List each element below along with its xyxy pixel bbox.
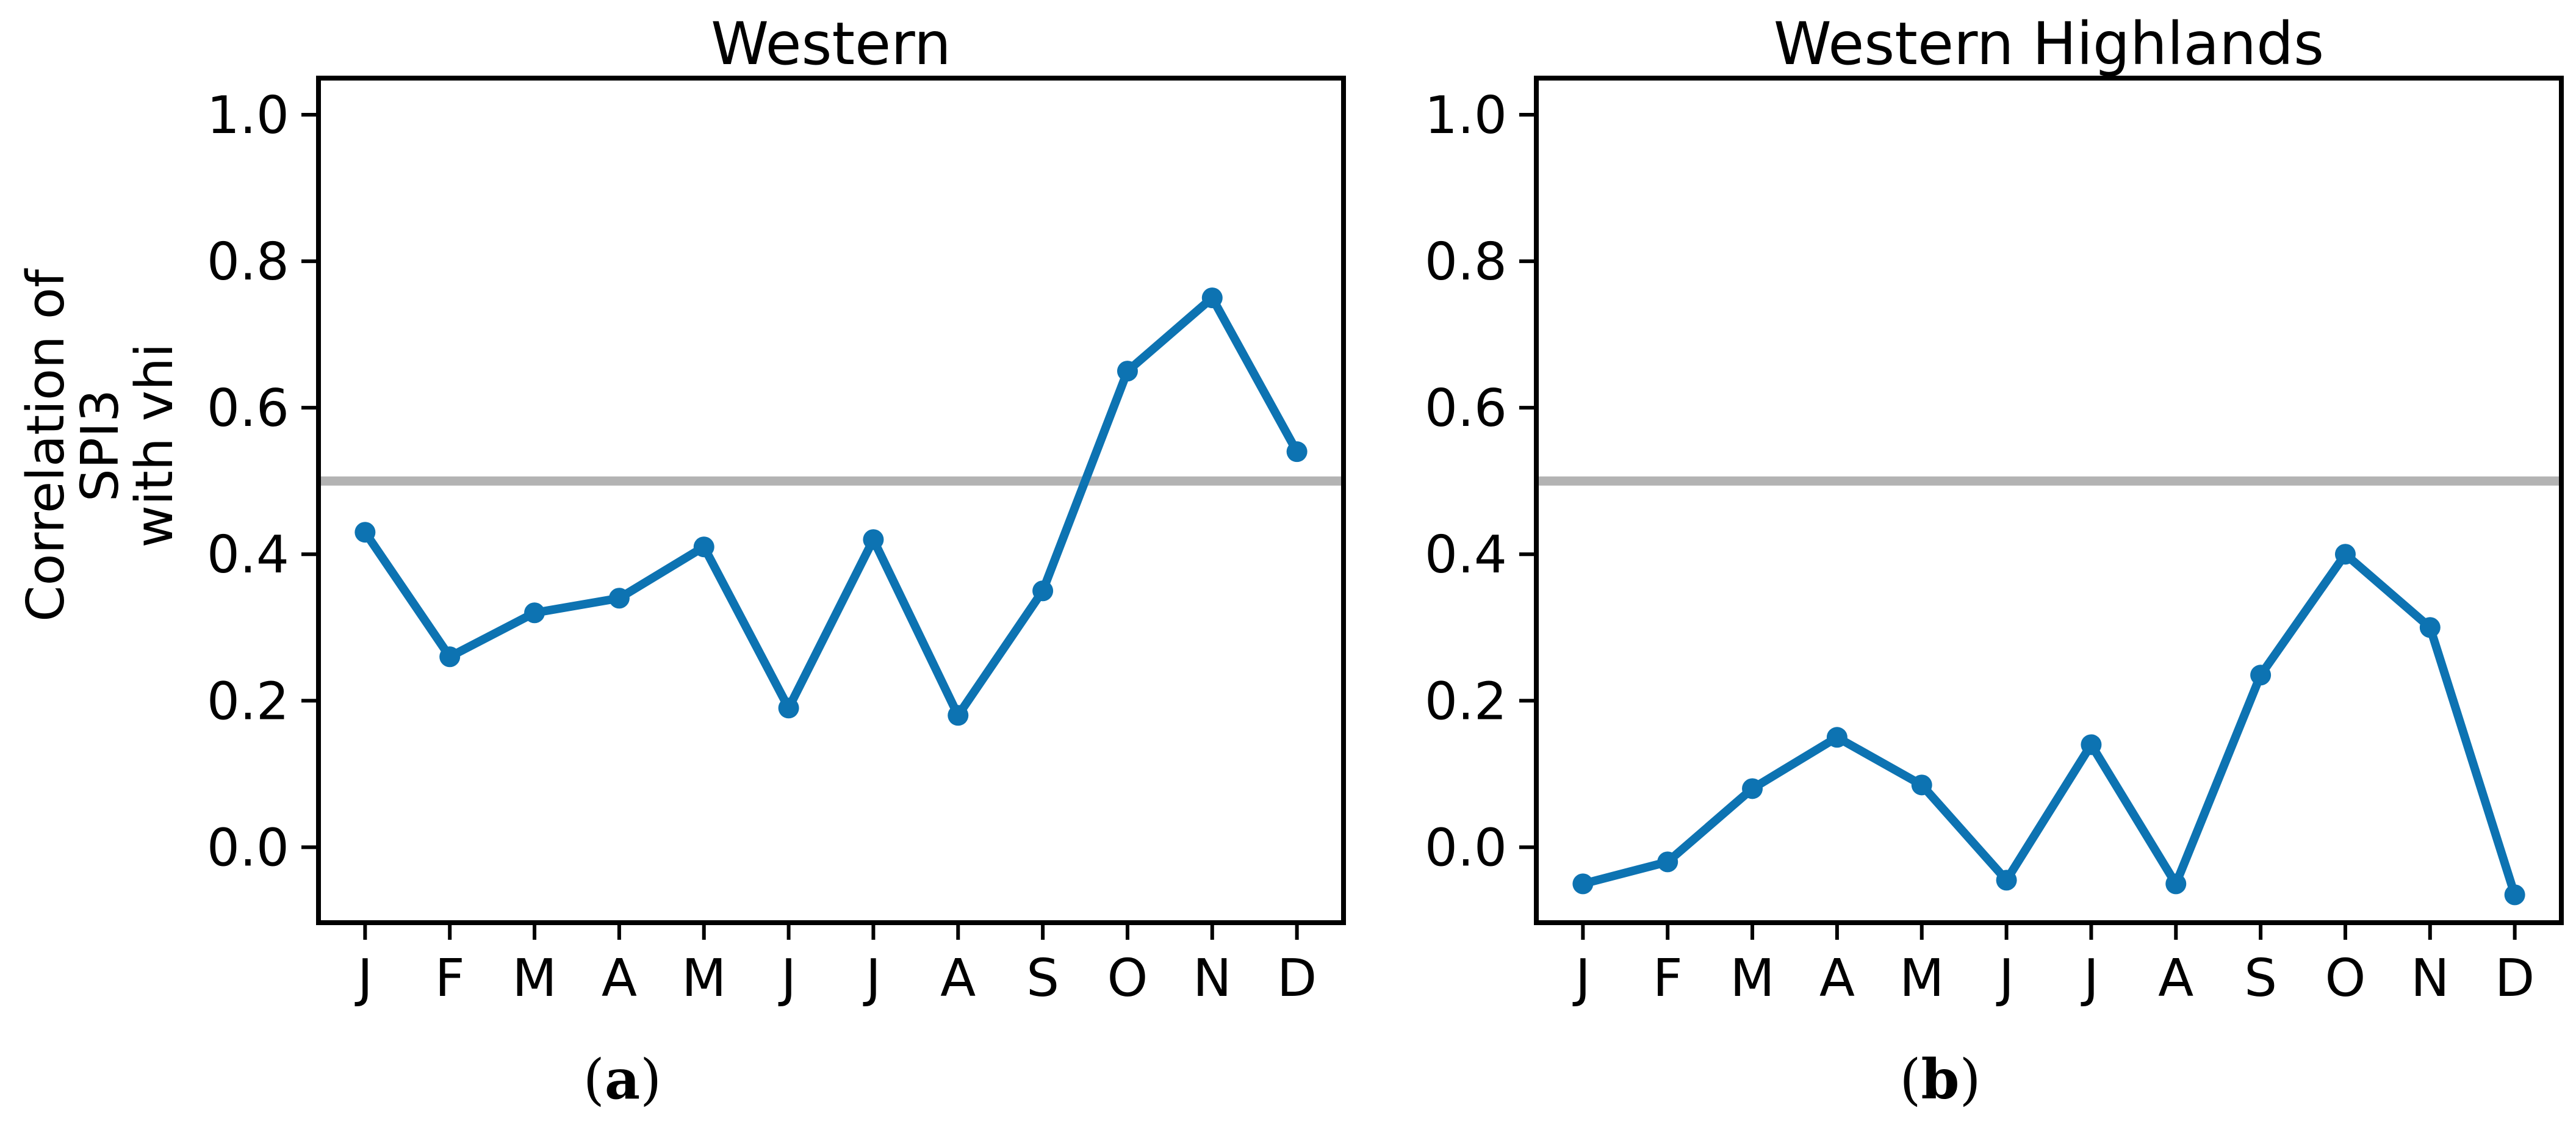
data-point-J-5 bbox=[1996, 870, 2017, 891]
x-tick-label: A bbox=[940, 948, 976, 1009]
y-tick-label: 0.0 bbox=[1425, 818, 1507, 878]
subplot-western: Western 0.00.20.40.60.81.0J F M A M J J A S O N D (… bbox=[207, 10, 1346, 1112]
data-point-M-4 bbox=[693, 536, 714, 558]
x-tick-label: A bbox=[2158, 948, 2193, 1009]
x-tick-label: J bbox=[2081, 948, 2099, 1009]
y-tick-label: 0.8 bbox=[207, 232, 289, 292]
data-point-N-10 bbox=[1201, 287, 1223, 309]
y-tick-label: 0.2 bbox=[1425, 671, 1507, 732]
data-point-A-3 bbox=[608, 588, 630, 609]
y-tick-label: 0.4 bbox=[1425, 525, 1507, 585]
y-axis-label-line-1: Correlation of bbox=[16, 268, 76, 622]
y-axis-label-line-2: SPI3 bbox=[70, 389, 131, 502]
x-tick-label: F bbox=[435, 948, 465, 1009]
x-tick-label: N bbox=[2411, 948, 2450, 1009]
data-point-N-10 bbox=[2419, 617, 2441, 638]
chart-title-western: Western bbox=[711, 10, 951, 78]
paren-close: ) bbox=[1959, 1048, 1981, 1112]
subfigure-letter-a: a bbox=[605, 1047, 640, 1112]
data-point-D-11 bbox=[1286, 441, 1308, 463]
x-tick-label: J bbox=[1996, 948, 2014, 1009]
y-tick-label: 1.0 bbox=[207, 85, 289, 146]
data-point-A-3 bbox=[1826, 727, 1847, 748]
subfigure-letter-b: b bbox=[1921, 1047, 1960, 1112]
data-point-M-2 bbox=[524, 602, 545, 624]
x-tick-label: M bbox=[1730, 948, 1774, 1009]
paren-open: ( bbox=[583, 1048, 605, 1112]
data-point-M-2 bbox=[1742, 778, 1763, 799]
data-point-A-7 bbox=[2165, 873, 2187, 895]
data-point-M-4 bbox=[1911, 774, 1932, 796]
plot-generated-1: 0.00.20.40.60.81.0J F M A M J J A S O N D bbox=[1425, 85, 2561, 1009]
paren-open: ( bbox=[1899, 1048, 1921, 1112]
data-point-J-6 bbox=[863, 529, 884, 550]
data-point-O-9 bbox=[1117, 361, 1138, 382]
x-tick-label: M bbox=[1899, 948, 1944, 1009]
x-tick-label: F bbox=[1653, 948, 1683, 1009]
x-tick-label: J bbox=[863, 948, 881, 1009]
data-point-O-9 bbox=[2334, 544, 2356, 565]
x-tick-label: J bbox=[1572, 948, 1591, 1009]
plot-area bbox=[316, 76, 1346, 925]
y-tick-label: 0.6 bbox=[207, 378, 289, 439]
y-tick-label: 0.8 bbox=[1425, 232, 1507, 292]
data-point-J-5 bbox=[778, 697, 799, 719]
x-tick-label: D bbox=[1277, 948, 1317, 1009]
data-point-A-7 bbox=[948, 705, 969, 726]
plot-generated-0: 0.00.20.40.60.81.0J F M A M J J A S O N D bbox=[207, 85, 1344, 1009]
subfigure-label-b: (b) bbox=[1899, 1047, 1981, 1112]
data-point-D-11 bbox=[2504, 884, 2525, 906]
x-tick-label: M bbox=[512, 948, 556, 1009]
data-point-S-8 bbox=[2250, 665, 2272, 686]
subplot-western-highlands: Western Highlands 0.00.20.40.60.81.0J F M A… bbox=[1425, 10, 2564, 1112]
x-tick-label: S bbox=[1026, 948, 1059, 1009]
plot-area bbox=[1534, 76, 2564, 925]
paren-close: ) bbox=[640, 1048, 661, 1112]
y-tick-label: 0.0 bbox=[207, 818, 289, 878]
series-line bbox=[1578, 550, 2519, 899]
y-tick-label: 0.6 bbox=[1425, 378, 1507, 439]
series-line bbox=[361, 294, 1301, 720]
x-tick-label: M bbox=[682, 948, 726, 1009]
x-tick-label: D bbox=[2495, 948, 2535, 1009]
data-point-S-8 bbox=[1032, 580, 1054, 602]
x-tick-label: S bbox=[2244, 948, 2277, 1009]
data-point-F-1 bbox=[1657, 851, 1678, 873]
y-tick-label: 0.4 bbox=[207, 525, 289, 585]
x-tick-label: A bbox=[1819, 948, 1855, 1009]
chart-title-western-highlands: Western Highlands bbox=[1774, 10, 2324, 78]
data-point-J-0 bbox=[1572, 873, 1594, 895]
data-point-J-6 bbox=[2081, 734, 2102, 755]
x-tick-label: O bbox=[1107, 948, 1148, 1009]
x-tick-label: N bbox=[1193, 948, 1232, 1009]
data-point-J-0 bbox=[354, 522, 376, 543]
data-point-F-1 bbox=[439, 646, 461, 668]
y-tick-label: 0.2 bbox=[207, 671, 289, 732]
subfigure-label-a: (a) bbox=[583, 1047, 662, 1112]
y-tick-label: 1.0 bbox=[1425, 85, 1507, 146]
y-axis-label-line-3: with vhi bbox=[124, 343, 185, 547]
x-tick-label: J bbox=[354, 948, 373, 1009]
y-axis-label: Correlation of SPI3 with vhi bbox=[16, 268, 185, 622]
x-tick-label: J bbox=[778, 948, 796, 1009]
x-tick-label: A bbox=[602, 948, 637, 1009]
x-tick-label: O bbox=[2325, 948, 2366, 1009]
